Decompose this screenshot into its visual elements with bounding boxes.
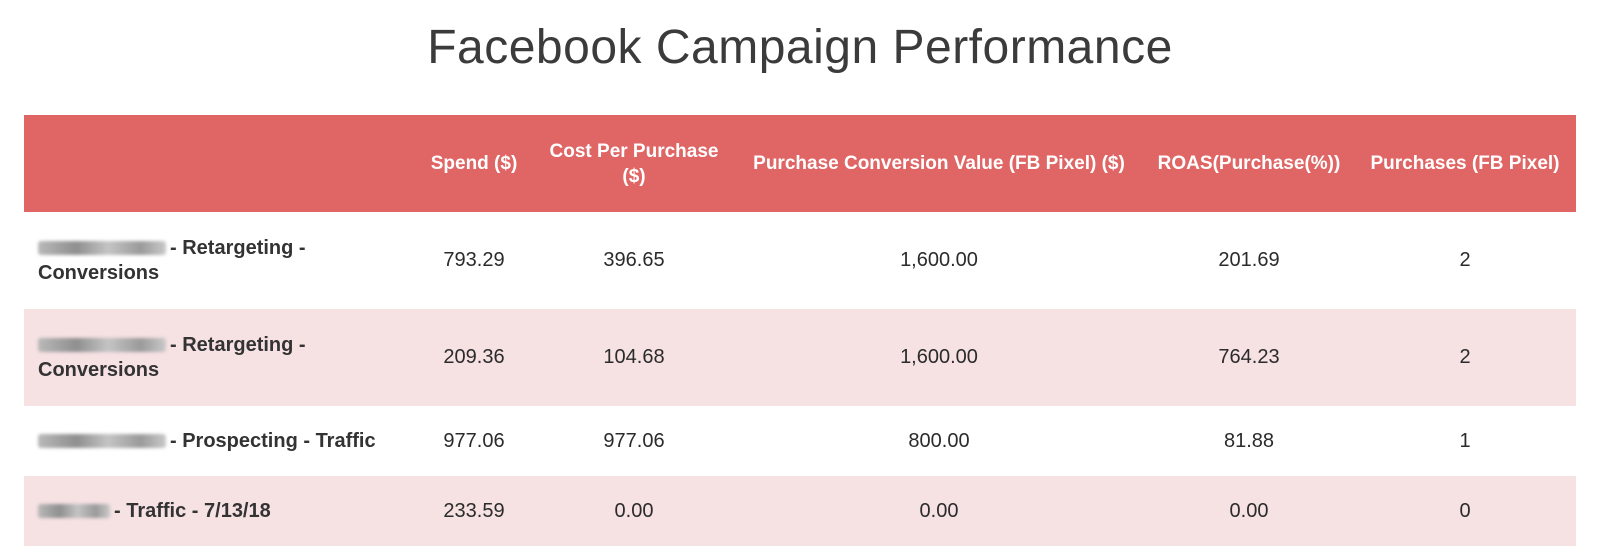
campaign-name: - Retargeting - Conversions (38, 236, 306, 284)
spend-cell: 209.36 (414, 309, 534, 406)
table-row: - Prospecting - Traffic 977.06 977.06 80… (24, 406, 1576, 476)
conversion-value-cell: 1,600.00 (900, 249, 978, 271)
redacted-name (38, 504, 110, 519)
header-roas: ROAS(Purchase(%)) (1144, 115, 1354, 212)
campaign-name-cell: - Retargeting - Conversions (24, 309, 414, 406)
table-row: - Retargeting - Conversions 793.29 396.6… (24, 212, 1576, 309)
table-header-row: Spend ($) Cost Per Purchase ($) Purchase… (24, 115, 1576, 212)
purchases-cell: 1 (1459, 429, 1471, 452)
redacted-name (38, 434, 166, 449)
spend-cell: 977.06 (443, 429, 505, 452)
header-cost-per-purchase: Cost Per Purchase ($) (534, 115, 734, 212)
campaign-name: - Prospecting - Traffic (170, 429, 376, 452)
table-row: - Retargeting - Conversions 209.36 104.6… (24, 309, 1576, 406)
cost-per-purchase-cell: 104.68 (534, 309, 734, 406)
header-campaign (24, 115, 414, 212)
conversion-value-cell: 0.00 (734, 476, 1144, 546)
campaign-name-cell: - Retargeting - Conversions (24, 212, 414, 309)
purchases-cell: 2 (1354, 309, 1576, 406)
redacted-name (38, 241, 166, 256)
cost-per-purchase-cell: 977.06 (603, 429, 665, 452)
roas-cell: 0.00 (1144, 476, 1354, 546)
redacted-name (38, 338, 166, 353)
purchases-cell: 0 (1354, 476, 1576, 546)
cost-per-purchase-cell: 0.00 (534, 476, 734, 546)
conversion-value-cell: 800.00 (908, 429, 970, 452)
roas-cell: 764.23 (1144, 309, 1354, 406)
conversion-value-cell: 1,600.00 (734, 309, 1144, 406)
table-row: - Traffic - 7/13/18 233.59 0.00 0.00 0.0… (24, 476, 1576, 546)
roas-cell: 201.69 (1218, 249, 1280, 271)
campaign-name: - Retargeting - Conversions (38, 333, 306, 381)
header-spend: Spend ($) (414, 115, 534, 212)
spend-cell: 233.59 (414, 476, 534, 546)
roas-cell: 81.88 (1223, 429, 1275, 452)
page-title: Facebook Campaign Performance (427, 21, 1173, 74)
campaign-name: - Traffic - 7/13/18 (114, 499, 271, 522)
campaign-performance-table: Spend ($) Cost Per Purchase ($) Purchase… (24, 115, 1576, 546)
spend-cell: 793.29 (443, 249, 505, 271)
header-conversion-value: Purchase Conversion Value (FB Pixel) ($) (734, 115, 1144, 212)
header-purchases: Purchases (FB Pixel) (1354, 115, 1576, 212)
cost-per-purchase-cell: 396.65 (603, 249, 665, 271)
purchases-cell: 2 (1459, 249, 1471, 271)
campaign-name-cell: - Traffic - 7/13/18 (24, 476, 414, 546)
campaign-name-cell: - Prospecting - Traffic (24, 406, 414, 476)
